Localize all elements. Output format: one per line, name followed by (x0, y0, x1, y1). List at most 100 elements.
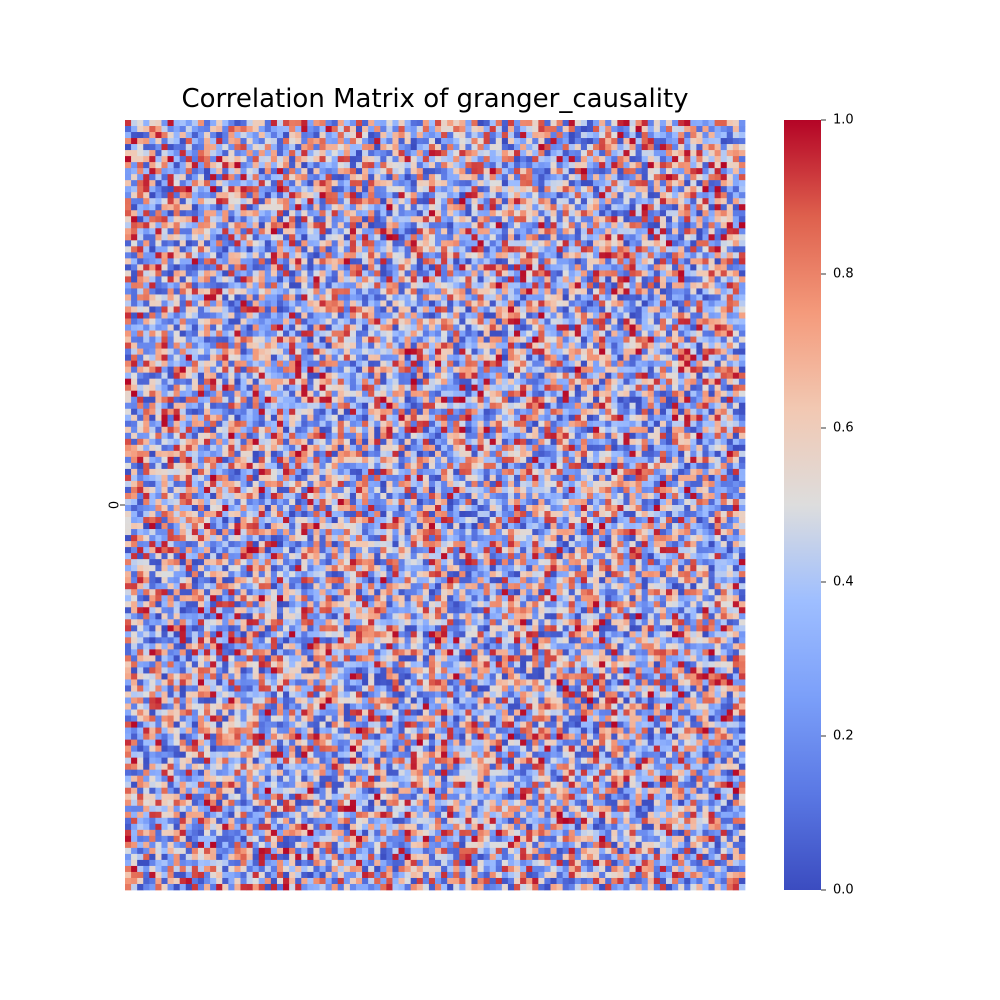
heatmap-cell (550, 228, 557, 235)
heatmap-cell (544, 132, 551, 139)
heatmap-cell (216, 216, 223, 223)
heatmap-cell (477, 156, 484, 163)
heatmap-cell (435, 162, 442, 169)
heatmap-cell (428, 240, 436, 247)
heatmap-cell (714, 162, 722, 169)
heatmap-cell (204, 408, 211, 416)
heatmap-cell (629, 216, 636, 223)
heatmap-cell (477, 246, 484, 253)
heatmap-cell (738, 324, 746, 331)
heatmap-cell (270, 402, 278, 410)
heatmap-cell (416, 180, 424, 187)
heatmap-cell (422, 360, 430, 367)
heatmap-cell (665, 234, 673, 241)
heatmap-cell (477, 330, 484, 337)
heatmap-cell (435, 138, 442, 145)
heatmap-cell (665, 198, 673, 205)
heatmap-cell (125, 228, 132, 235)
heatmap-cell (593, 180, 600, 187)
heatmap-cell (605, 330, 612, 337)
heatmap-cell (349, 162, 357, 169)
heatmap-cell (568, 318, 576, 325)
heatmap-cell (593, 216, 600, 223)
heatmap-cell (447, 372, 454, 380)
heatmap-cell (392, 216, 399, 223)
heatmap-cell (647, 306, 655, 313)
heatmap-cell (264, 384, 272, 392)
heatmap-cell (204, 330, 211, 337)
heatmap-cell (593, 198, 600, 205)
heatmap-cell (428, 174, 436, 181)
heatmap-cell (659, 204, 667, 211)
heatmap-cell (258, 390, 266, 398)
heatmap-cell (307, 312, 314, 319)
heatmap-cell (702, 252, 709, 259)
heatmap-cell (453, 174, 460, 181)
heatmap-cell (532, 342, 539, 349)
heatmap-cell (313, 138, 320, 145)
heatmap-cell (374, 366, 381, 374)
heatmap-cell (489, 342, 497, 349)
heatmap-cell (586, 324, 594, 331)
heatmap-cell (447, 294, 454, 301)
heatmap-cell (301, 132, 308, 139)
heatmap-cell (149, 342, 156, 349)
heatmap-cell (653, 240, 661, 247)
heatmap-cell (702, 354, 709, 361)
heatmap-cell (179, 204, 187, 211)
heatmap-cell (301, 258, 308, 265)
heatmap-cell (611, 354, 618, 361)
heatmap-cell (228, 126, 235, 133)
heatmap-cell (337, 384, 345, 392)
heatmap-cell (374, 336, 381, 343)
heatmap-cell (714, 402, 722, 410)
heatmap-cell (191, 366, 199, 374)
heatmap-cell (477, 258, 484, 265)
heatmap-cell (507, 156, 515, 163)
heatmap-cell (708, 198, 715, 205)
heatmap-cell (343, 354, 351, 361)
heatmap-cell (611, 150, 618, 157)
heatmap-cell (362, 324, 369, 331)
heatmap-cell (179, 390, 187, 398)
heatmap-cell (404, 408, 412, 416)
heatmap-cell (307, 318, 314, 325)
heatmap-cell (611, 174, 618, 181)
heatmap-cell (125, 372, 132, 380)
heatmap-cell (507, 246, 515, 253)
heatmap-cell (617, 228, 624, 235)
heatmap-cell (398, 264, 405, 271)
heatmap-cell (562, 300, 570, 307)
heatmap-cell (441, 168, 448, 175)
heatmap-cell (501, 372, 509, 380)
heatmap-cell (368, 162, 375, 169)
heatmap-cell (574, 222, 582, 229)
heatmap-cell (726, 342, 734, 349)
heatmap-cell (179, 270, 187, 277)
heatmap-cell (368, 306, 375, 313)
heatmap-cell (738, 216, 746, 223)
heatmap-cell (204, 204, 211, 211)
heatmap-cell (635, 276, 643, 283)
heatmap-cell (690, 288, 697, 295)
heatmap-cell (562, 156, 570, 163)
heatmap-cell (410, 360, 418, 367)
heatmap-cell (222, 378, 229, 386)
heatmap-cell (410, 402, 418, 410)
heatmap-cell (416, 282, 424, 289)
heatmap-cell (665, 372, 673, 380)
heatmap-cell (179, 198, 187, 205)
heatmap-cell (222, 144, 229, 151)
heatmap-cell (374, 234, 381, 241)
heatmap-cell (167, 216, 174, 223)
heatmap-cell (544, 276, 551, 283)
heatmap-cell (489, 204, 497, 211)
heatmap-cell (422, 330, 430, 337)
heatmap-cell (307, 390, 314, 398)
heatmap-cell (362, 150, 369, 157)
heatmap-cell (283, 156, 290, 163)
heatmap-cell (471, 168, 478, 175)
heatmap-cell (720, 168, 728, 175)
heatmap-cell (489, 336, 497, 343)
heatmap-cell (155, 228, 162, 235)
